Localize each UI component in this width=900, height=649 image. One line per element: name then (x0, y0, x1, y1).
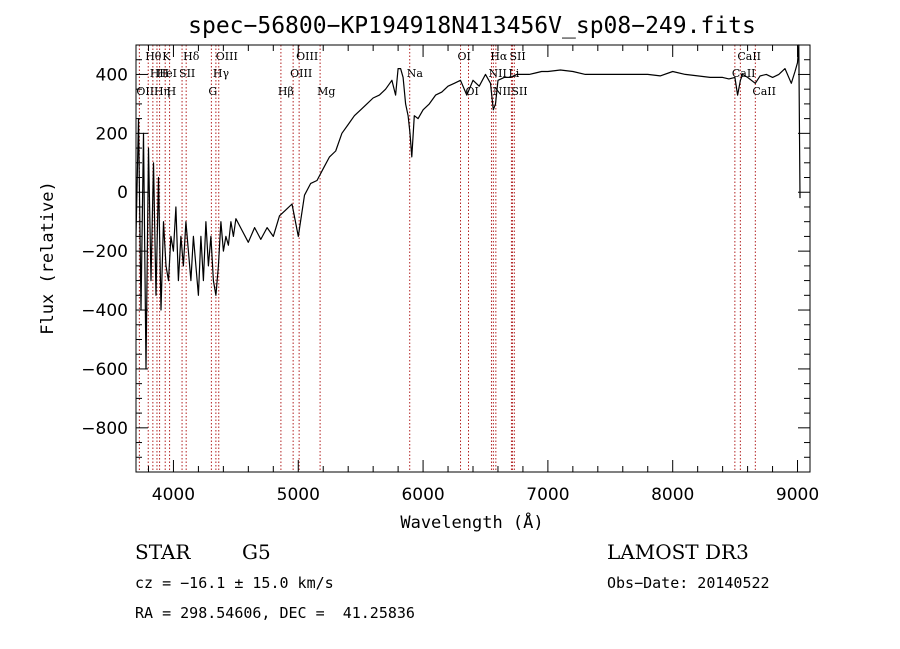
y-tick-label: 400 (96, 65, 128, 85)
spectrum-line (135, 44, 801, 370)
spectral-line-label: OIII (216, 50, 238, 63)
redshift-readout: cz = −16.1 ± 15.0 km/s (135, 574, 334, 592)
spectral-line-label: OI (466, 85, 479, 98)
spectral-line-label: OIII (296, 50, 318, 63)
plot-frame (135, 44, 811, 473)
spectral-line-label: HeI (157, 67, 177, 80)
spectral-line-label: Hδ (183, 50, 200, 63)
chart-title: spec−56800−KP194918N413456V_sp08−249.fit… (188, 13, 756, 39)
spectral-line-label: Hα (490, 50, 508, 63)
spectral-line-label: Na (407, 67, 424, 80)
x-tick-label: 6000 (401, 485, 444, 505)
observation-date: Obs−Date: 20140522 (607, 574, 770, 592)
y-tick-label: −400 (81, 301, 128, 321)
x-tick-label: 5000 (277, 485, 320, 505)
object-subclass: G5 (242, 540, 271, 564)
spectral-line-label: Hη (154, 85, 170, 98)
x-tick-label: 9000 (776, 485, 819, 505)
object-class: STAR (135, 540, 191, 564)
spectral-line-label: H (167, 85, 177, 98)
spectral-line-label: SII (509, 50, 525, 63)
spectral-line-label: Hγ (213, 67, 230, 80)
x-tick-label: 8000 (651, 485, 694, 505)
spectral-line-markers (138, 45, 756, 472)
spectral-line-label: SII (179, 67, 195, 80)
spectral-line-label: HH (150, 67, 169, 80)
spectral-line-label: SII (511, 85, 527, 98)
spectral-line-label: NII (488, 67, 506, 80)
spectral-line-label: G (208, 85, 217, 98)
spectral-line-label: K (162, 50, 171, 63)
x-tick-label: 4000 (152, 485, 195, 505)
spectral-line-label: CaII (732, 67, 756, 80)
x-axis-title: Wavelength (Å) (400, 511, 543, 533)
spectral-line-label: OI (458, 50, 471, 63)
spectral-line-label: CaII (752, 85, 776, 98)
y-tick-label: −200 (81, 242, 128, 262)
coordinates-readout: RA = 298.54606, DEC = 41.25836 (135, 604, 415, 622)
spectral-line-label: OIII (290, 67, 312, 80)
spectral-line-label: NII (493, 85, 511, 98)
x-tick-label: 7000 (526, 485, 569, 505)
y-tick-label: −800 (81, 419, 128, 439)
spectral-line-label: CaII (737, 50, 761, 63)
spectral-line-label: Mg (317, 85, 335, 98)
y-tick-label: −600 (81, 360, 128, 380)
y-tick-label: 0 (117, 183, 128, 203)
y-axis-title: Flux (relative) (38, 181, 58, 335)
spectral-line-label: OII (136, 85, 154, 98)
spectral-line-label: Hθ (145, 50, 162, 63)
spectrum-series (135, 44, 801, 370)
spectral-line-label: Li (508, 67, 519, 80)
axis-ticks: 4000 5000 6000 7000 8000 9000−800−600−400−200… (81, 45, 819, 505)
survey-name: LAMOST DR3 (607, 540, 749, 564)
y-tick-label: 200 (96, 124, 128, 144)
spectral-line-label: Hβ (278, 85, 294, 98)
